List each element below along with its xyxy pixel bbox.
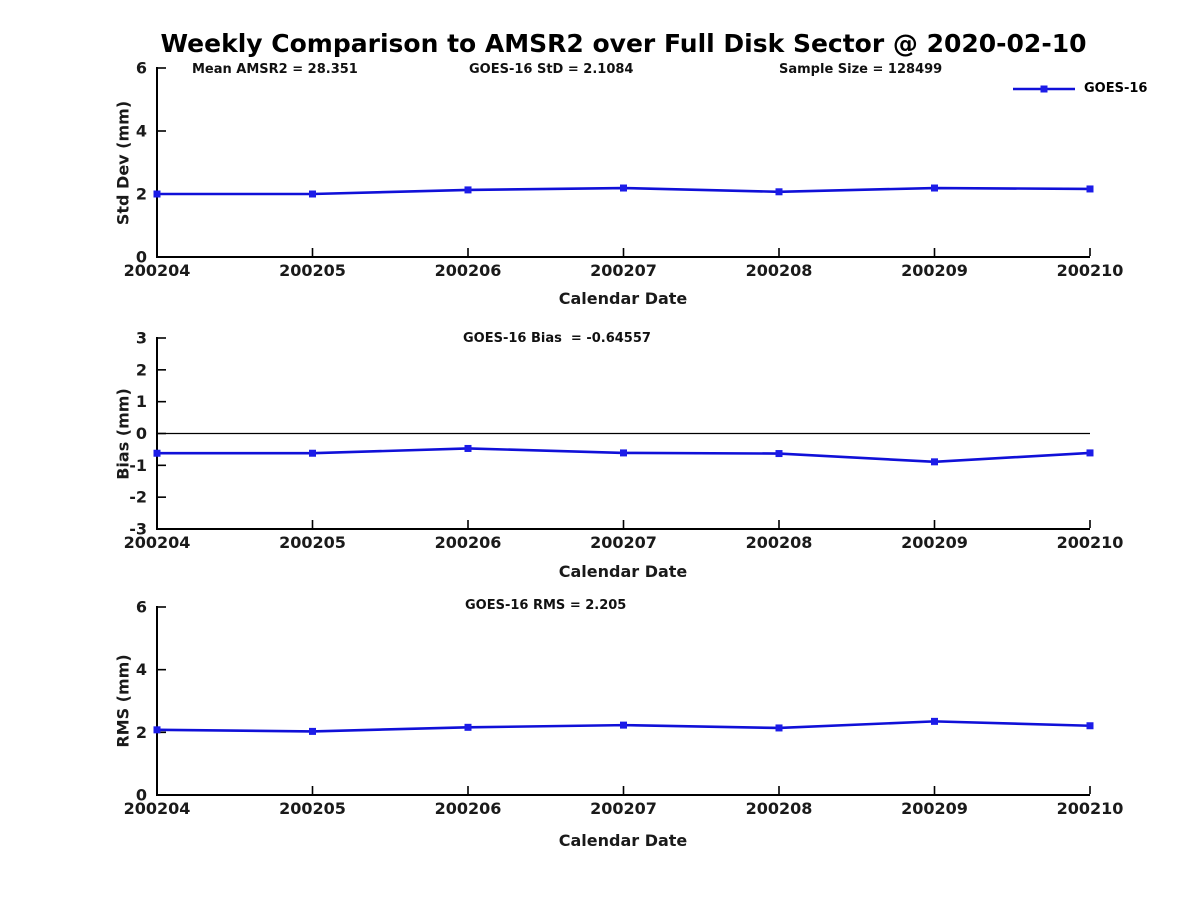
- chart-annotation: GOES-16 StD = 2.1084: [469, 62, 634, 77]
- x-tick-label: 200207: [590, 799, 657, 818]
- data-point-marker: [775, 724, 783, 732]
- x-tick-label: 200205: [279, 799, 346, 818]
- data-point-marker: [309, 727, 316, 735]
- x-tick-label: 200206: [435, 261, 502, 280]
- x-tick-label: 200204: [124, 533, 191, 552]
- data-point-marker: [153, 190, 161, 198]
- x-tick-label: 200205: [279, 533, 346, 552]
- x-tick-label: 200210: [1057, 261, 1124, 280]
- x-tick-label: 200208: [746, 533, 813, 552]
- x-tick-label: 200207: [590, 261, 657, 280]
- data-point-marker: [464, 186, 472, 194]
- legend-line-swatch: [1013, 85, 1075, 92]
- y-tick-label: 2: [136, 723, 147, 742]
- y-tick-label: 0: [136, 248, 147, 267]
- x-tick-label: 200206: [435, 799, 502, 818]
- data-point-marker: [153, 449, 161, 457]
- data-point-marker: [775, 188, 783, 196]
- figure-title: Weekly Comparison to AMSR2 over Full Dis…: [160, 29, 1087, 58]
- axes-frame: [156, 337, 1090, 530]
- x-axis-label: Calendar Date: [558, 831, 688, 850]
- y-tick-label: 2: [136, 360, 147, 379]
- data-point-marker: [775, 450, 783, 458]
- data-point-marker: [1086, 722, 1094, 730]
- x-tick-label: 200208: [746, 261, 813, 280]
- data-point-marker: [464, 444, 472, 452]
- x-axis-label: Calendar Date: [558, 289, 688, 308]
- subplot-bias: -3 -2 -1 0 1 2 3 200204 200205 200206 200207 200208…: [124, 329, 1124, 553]
- y-tick-label: -3: [129, 520, 147, 539]
- data-point-marker: [309, 449, 316, 457]
- y-axis-label: RMS (mm): [113, 654, 133, 748]
- data-point-marker: [620, 184, 627, 192]
- subplot-rms: 0 2 4 6 200204 200205 200206 200207 200208 200209…: [124, 598, 1124, 819]
- subplot-std_dev: 0 2 4 6 200204 200205 200206 200207 200208 200209…: [124, 59, 1124, 281]
- y-tick-label: 3: [136, 329, 147, 348]
- data-point-marker: [1086, 449, 1094, 457]
- chart-annotation: GOES-16 Bias = -0.64557: [463, 331, 651, 346]
- data-point-marker: [931, 717, 938, 725]
- data-point-marker: [464, 723, 472, 731]
- legend-marker-icon: [1040, 85, 1048, 92]
- chart-annotation: Mean AMSR2 = 28.351: [192, 62, 358, 77]
- data-point-marker: [1086, 185, 1094, 193]
- data-point-marker: [620, 449, 627, 457]
- y-tick-label: 4: [136, 122, 147, 141]
- x-tick-label: 200205: [279, 261, 346, 280]
- axes-frame: [156, 67, 1090, 258]
- data-point-marker: [931, 184, 938, 192]
- x-tick-label: 200207: [590, 533, 657, 552]
- data-point-marker: [931, 458, 938, 466]
- x-tick-label: 200210: [1057, 799, 1124, 818]
- x-axis-label: Calendar Date: [558, 562, 688, 581]
- y-tick-label: 0: [136, 424, 147, 443]
- x-tick-label: 200204: [124, 261, 191, 280]
- x-tick-label: 200206: [435, 533, 502, 552]
- x-tick-label: 200209: [901, 533, 968, 552]
- x-tick-label: 200208: [746, 799, 813, 818]
- x-tick-label: 200209: [901, 261, 968, 280]
- data-point-marker: [153, 726, 161, 734]
- chart-annotation: GOES-16 RMS = 2.205: [465, 598, 627, 613]
- y-tick-label: 6: [136, 59, 147, 78]
- x-tick-label: 200210: [1057, 533, 1124, 552]
- x-tick-label: 200204: [124, 799, 191, 818]
- legend: GOES-16: [1013, 81, 1147, 96]
- y-tick-label: -2: [129, 488, 147, 507]
- data-point-marker: [309, 190, 316, 198]
- data-point-marker: [620, 721, 627, 729]
- y-axis-label: Bias (mm): [113, 387, 133, 480]
- chart-annotation: Sample Size = 128499: [779, 62, 943, 77]
- y-tick-label: 4: [136, 660, 147, 679]
- y-tick-label: 1: [136, 392, 147, 411]
- y-axis-label: Std Dev (mm): [113, 100, 133, 225]
- y-tick-label: 2: [136, 185, 147, 204]
- y-tick-label: 0: [136, 786, 147, 805]
- x-tick-label: 200209: [901, 799, 968, 818]
- legend-label: GOES-16: [1084, 81, 1148, 96]
- axes-frame: [156, 606, 1090, 796]
- y-tick-label: 6: [136, 598, 147, 617]
- y-tick-label: -1: [129, 456, 147, 475]
